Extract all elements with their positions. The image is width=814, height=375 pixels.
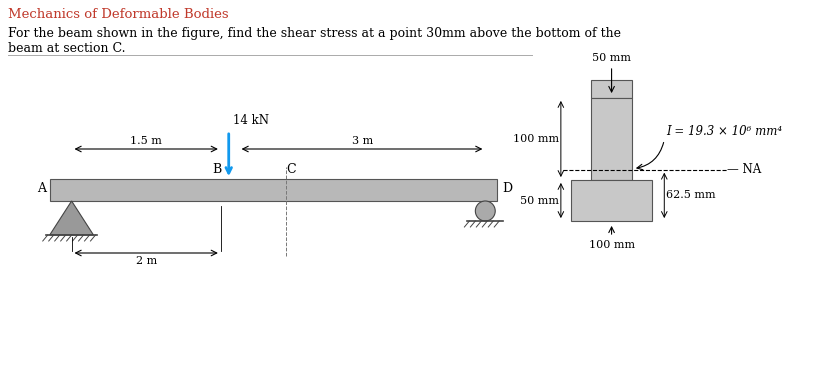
Circle shape xyxy=(475,201,495,221)
Text: Mechanics of Deformable Bodies: Mechanics of Deformable Bodies xyxy=(8,8,229,21)
Polygon shape xyxy=(50,201,94,235)
Text: 100 mm: 100 mm xyxy=(513,134,559,144)
Text: D: D xyxy=(502,182,512,195)
Text: A: A xyxy=(37,182,46,195)
Text: For the beam shown in the figure, find the shear stress at a point 30mm above th: For the beam shown in the figure, find t… xyxy=(8,27,621,40)
Text: beam at section C.: beam at section C. xyxy=(8,42,125,55)
Bar xyxy=(571,180,652,221)
Bar xyxy=(591,98,632,180)
Text: 2 m: 2 m xyxy=(136,256,157,266)
Text: B: B xyxy=(212,163,221,176)
Bar xyxy=(591,80,632,98)
Text: — NA: — NA xyxy=(727,163,761,176)
Bar xyxy=(50,179,497,201)
Text: I = 19.3 × 10⁶ mm⁴: I = 19.3 × 10⁶ mm⁴ xyxy=(667,125,782,138)
Text: 14 kN: 14 kN xyxy=(233,114,269,127)
Text: 62.5 mm: 62.5 mm xyxy=(667,190,716,200)
Text: 3 m: 3 m xyxy=(352,136,374,146)
Text: 100 mm: 100 mm xyxy=(589,240,635,250)
Text: 1.5 m: 1.5 m xyxy=(130,136,162,146)
Text: C: C xyxy=(287,163,296,176)
Text: 50 mm: 50 mm xyxy=(592,53,631,63)
Text: 50 mm: 50 mm xyxy=(520,195,559,206)
